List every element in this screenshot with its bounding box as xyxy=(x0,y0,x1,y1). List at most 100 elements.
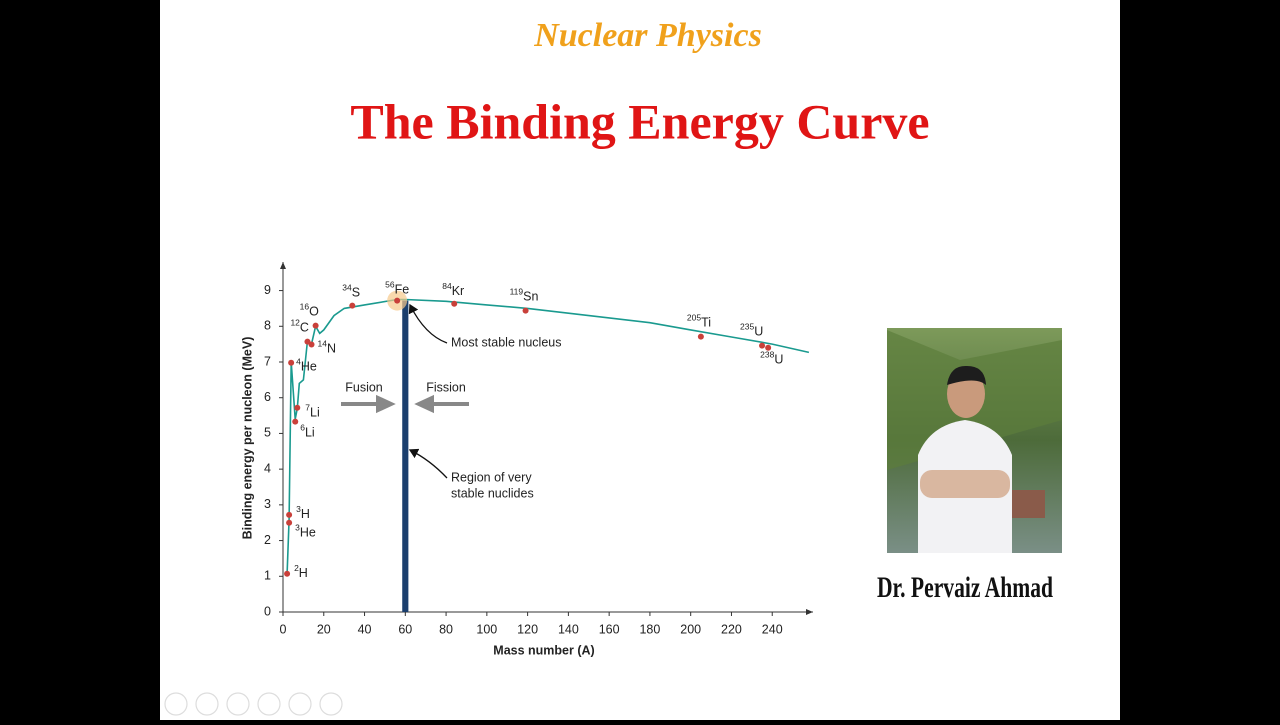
element-symbol: He xyxy=(301,360,317,374)
x-tick-label: 20 xyxy=(317,622,331,636)
point xyxy=(451,300,458,307)
annotation: Most stable nucleus xyxy=(451,335,561,349)
point-label: 3He xyxy=(295,523,316,540)
y-tick-label: 3 xyxy=(264,497,271,511)
point-label: 6Li xyxy=(300,423,314,440)
element-symbol: Ti xyxy=(701,316,711,330)
point xyxy=(284,570,291,577)
x-tick-label: 240 xyxy=(762,622,783,636)
prev-button[interactable] xyxy=(164,692,188,716)
x-tick-label: 0 xyxy=(280,622,287,636)
mass-number: 4 xyxy=(296,357,301,367)
x-tick-label: 160 xyxy=(599,622,620,636)
point-label: 16O xyxy=(300,302,319,319)
zoom-button[interactable] xyxy=(288,692,312,716)
x-axis-label: Mass number (A) xyxy=(493,643,594,657)
mass-number: 56 xyxy=(385,280,395,290)
y-axis-arrow xyxy=(280,262,286,269)
author-name: Dr. Pervaiz Ahmad xyxy=(877,570,1053,603)
element-symbol: He xyxy=(300,526,316,540)
x-tick-label: 40 xyxy=(358,622,372,636)
x-tick-label: 80 xyxy=(439,622,453,636)
point xyxy=(522,307,529,314)
x-tick-label: 140 xyxy=(558,622,579,636)
point-label: 34S xyxy=(342,283,360,300)
point-label: 4He xyxy=(296,357,317,374)
point-label: 238U xyxy=(760,350,783,367)
element-symbol: U xyxy=(774,353,783,367)
point-label: 14N xyxy=(318,339,337,356)
element-symbol: C xyxy=(300,321,309,335)
author-photo xyxy=(887,328,1062,553)
annotation: stable nuclides xyxy=(451,486,534,500)
slide-title: The Binding Energy Curve xyxy=(350,93,929,149)
y-tick-label: 8 xyxy=(264,319,271,333)
x-tick-label: 180 xyxy=(639,622,660,636)
point-label: 235U xyxy=(740,322,763,339)
point xyxy=(759,342,766,349)
y-tick-label: 9 xyxy=(264,283,271,297)
slide-subtitle: Nuclear Physics xyxy=(533,17,762,54)
annotation: Fission xyxy=(426,380,466,394)
annotation-arrow xyxy=(408,448,448,479)
point xyxy=(765,344,772,351)
point xyxy=(394,297,401,304)
point xyxy=(294,404,301,411)
x-tick-label: 60 xyxy=(398,622,412,636)
point-label: 119Sn xyxy=(510,287,539,304)
y-axis-label: Binding energy per nucleon (MeV) xyxy=(240,337,254,540)
point-label: 7Li xyxy=(305,403,319,420)
mass-number: 3 xyxy=(296,504,301,514)
element-symbol: U xyxy=(754,325,763,339)
y-tick-label: 7 xyxy=(264,354,271,368)
x-tick-label: 220 xyxy=(721,622,742,636)
element-symbol: Sn xyxy=(523,290,538,304)
x-tick-label: 200 xyxy=(680,622,701,636)
mass-number: 205 xyxy=(687,313,701,323)
point-label: 2H xyxy=(294,563,308,580)
element-symbol: Li xyxy=(310,406,320,420)
x-tick-label: 100 xyxy=(476,622,497,636)
y-tick-label: 4 xyxy=(264,461,271,475)
point-label: 56Fe xyxy=(385,280,409,297)
fission-arrow xyxy=(414,394,469,414)
mass-number: 3 xyxy=(295,523,300,533)
point-label: 12C xyxy=(290,318,309,335)
element-symbol: Li xyxy=(305,426,315,440)
slides-button[interactable] xyxy=(257,692,281,716)
mass-number: 16 xyxy=(300,302,310,312)
point xyxy=(308,341,315,348)
fusion-arrow xyxy=(341,394,396,414)
point-label: 84Kr xyxy=(442,281,464,298)
plot: 0 20 40 60 80 100 120 140 160 180 200 220 2400123456… xyxy=(264,262,813,636)
next-button[interactable] xyxy=(195,692,219,716)
mass-number: 12 xyxy=(290,318,300,328)
point xyxy=(312,322,319,329)
toolbar xyxy=(164,692,343,716)
y-tick-label: 6 xyxy=(264,390,271,404)
pen-button[interactable] xyxy=(226,692,250,716)
mass-number: 6 xyxy=(300,423,305,433)
mass-number: 34 xyxy=(342,283,352,293)
point-label: 3H xyxy=(296,504,310,521)
point xyxy=(288,359,295,366)
annotation: Region of very xyxy=(451,470,532,484)
mass-number: 14 xyxy=(318,339,328,349)
element-symbol: O xyxy=(309,305,319,319)
y-tick-label: 5 xyxy=(264,426,271,440)
x-tick-label: 120 xyxy=(517,622,538,636)
element-symbol: Kr xyxy=(452,284,465,298)
element-symbol: N xyxy=(327,342,336,356)
y-tick-label: 1 xyxy=(264,569,271,583)
point xyxy=(286,511,293,518)
x-axis-arrow xyxy=(806,609,813,615)
annotation: Fusion xyxy=(345,380,383,394)
point xyxy=(349,302,356,309)
more-button[interactable] xyxy=(319,692,343,716)
element-symbol: H xyxy=(301,507,310,521)
point xyxy=(286,519,293,526)
y-tick-label: 2 xyxy=(264,533,271,547)
stable-region xyxy=(402,300,409,612)
mass-number: 2 xyxy=(294,563,299,573)
